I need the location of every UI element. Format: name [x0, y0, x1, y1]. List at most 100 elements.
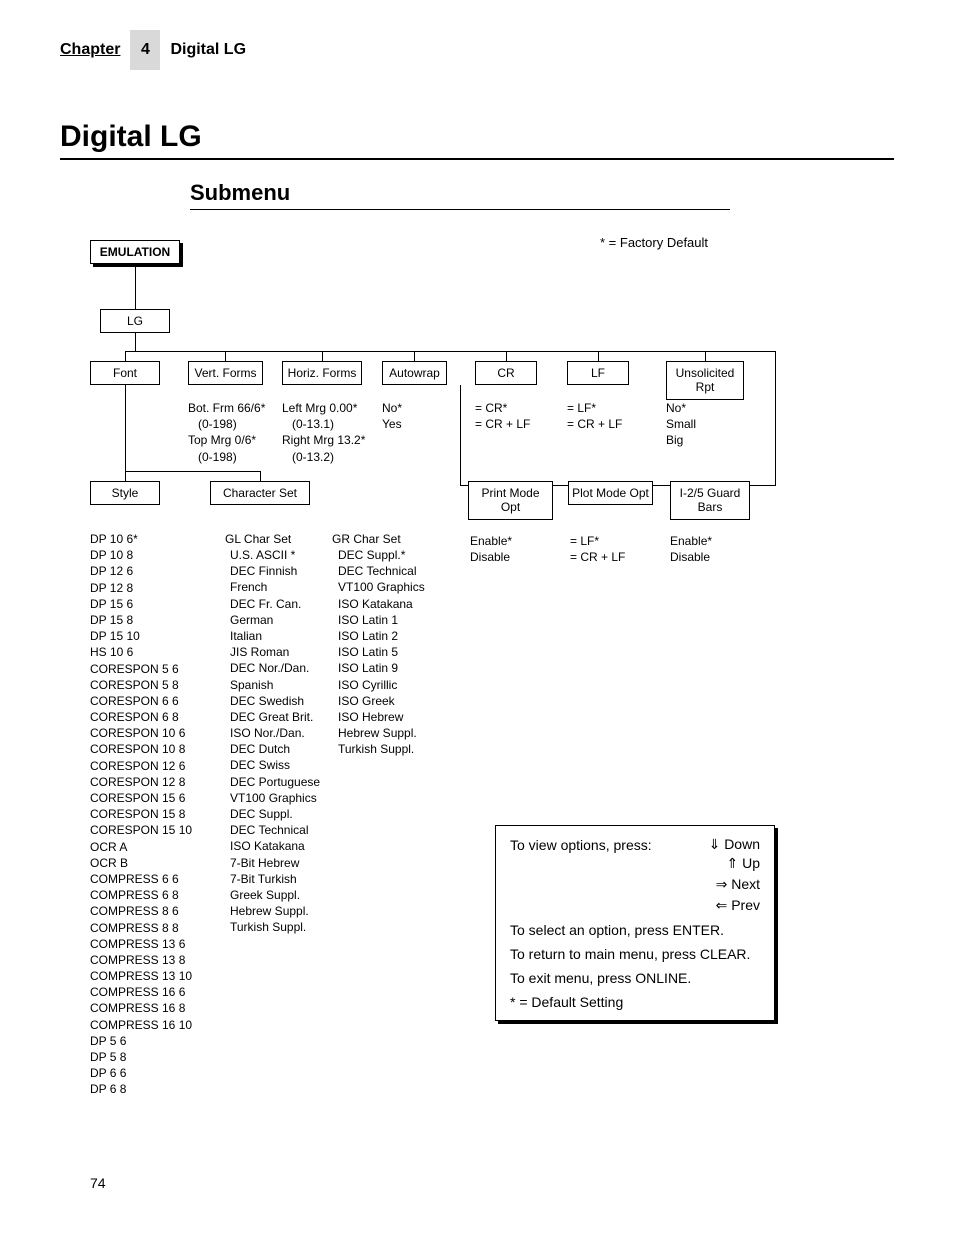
info-return: To return to main menu, press CLEAR. [510, 946, 760, 962]
gl-charset-list: U.S. ASCII *DEC FinnishFrenchDEC Fr. Can… [230, 547, 320, 936]
list-item: COMPRESS 13 8 [90, 952, 192, 968]
navigation-help-box: To view options, press: ⇓ Down ⇑ Up ⇒ Ne… [495, 825, 775, 1021]
list-item: CORESPON 15 8 [90, 806, 192, 822]
page-number: 74 [90, 1175, 106, 1191]
lf-opts: = LF* = CR + LF [567, 400, 622, 432]
list-item: OCR A [90, 839, 192, 855]
list-item: HS 10 6 [90, 644, 192, 660]
list-item: DP 12 8 [90, 580, 192, 596]
list-item: ISO Nor./Dan. [230, 725, 320, 741]
node-print-mode: Print Mode Opt [468, 481, 553, 520]
list-item: DP 6 8 [90, 1081, 192, 1097]
list-item: ISO Katakana [338, 596, 425, 612]
list-item: ISO Latin 2 [338, 628, 425, 644]
list-item: DEC Swedish [230, 693, 320, 709]
list-item: COMPRESS 16 8 [90, 1000, 192, 1016]
list-item: DP 6 6 [90, 1065, 192, 1081]
list-item: ISO Latin 9 [338, 660, 425, 676]
list-item: CORESPON 12 6 [90, 758, 192, 774]
list-item: DEC Suppl.* [338, 547, 425, 563]
print-mode-opts: Enable* Disable [470, 533, 512, 565]
list-item: CORESPON 5 6 [90, 661, 192, 677]
list-item: CORESPON 10 6 [90, 725, 192, 741]
list-item: Spanish [230, 677, 320, 693]
gr-charset-list: DEC Suppl.*DEC TechnicalVT100 GraphicsIS… [338, 547, 425, 757]
node-plot-mode: Plot Mode Opt [568, 481, 653, 505]
factory-default-note: * = Factory Default [600, 235, 708, 250]
node-charset: Character Set [210, 481, 310, 505]
guard-bars-opts: Enable* Disable [670, 533, 712, 565]
list-item: ISO Katakana [230, 838, 320, 854]
list-item: Hebrew Suppl. [338, 725, 425, 741]
style-list: DP 10 6*DP 10 8DP 12 6DP 12 8DP 15 6DP 1… [90, 531, 192, 1098]
list-item: DP 5 8 [90, 1049, 192, 1065]
list-item: ISO Greek [338, 693, 425, 709]
node-autowrap: Autowrap [382, 361, 447, 385]
chapter-number: 4 [130, 30, 160, 70]
list-item: COMPRESS 16 6 [90, 984, 192, 1000]
vert-forms-opts: Bot. Frm 66/6* (0-198) Top Mrg 0/6* (0-1… [188, 400, 265, 465]
list-item: U.S. ASCII * [230, 547, 320, 563]
list-item: Turkish Suppl. [338, 741, 425, 757]
list-item: ISO Cyrillic [338, 677, 425, 693]
info-exit: To exit menu, press ONLINE. [510, 970, 760, 986]
list-item: Hebrew Suppl. [230, 903, 320, 919]
list-item: German [230, 612, 320, 628]
list-item: Italian [230, 628, 320, 644]
list-item: COMPRESS 8 8 [90, 920, 192, 936]
list-item: DEC Nor./Dan. [230, 660, 320, 676]
list-item: OCR B [90, 855, 192, 871]
list-item: Greek Suppl. [230, 887, 320, 903]
list-item: DP 5 6 [90, 1033, 192, 1049]
sub-title: Submenu [190, 180, 730, 210]
list-item: ISO Latin 5 [338, 644, 425, 660]
list-item: DEC Finnish [230, 563, 320, 579]
node-horiz-forms: Horiz. Forms [282, 361, 362, 385]
page-header: Chapter 4 Digital LG [60, 30, 894, 70]
list-item: CORESPON 5 8 [90, 677, 192, 693]
node-vert-forms: Vert. Forms [188, 361, 263, 385]
list-item: DEC Great Brit. [230, 709, 320, 725]
node-cr: CR [475, 361, 537, 385]
node-font: Font [90, 361, 160, 385]
list-item: DEC Technical [338, 563, 425, 579]
list-item: 7-Bit Turkish [230, 871, 320, 887]
list-item: DP 15 8 [90, 612, 192, 628]
list-item: Turkish Suppl. [230, 919, 320, 935]
list-item: CORESPON 15 10 [90, 822, 192, 838]
menu-tree-diagram: * = Factory Default EMULATION LG Font Ve… [70, 235, 894, 1095]
unsolicited-opts: No* Small Big [666, 400, 696, 449]
list-item: COMPRESS 8 6 [90, 903, 192, 919]
list-item: VT100 Graphics [230, 790, 320, 806]
info-view-prefix: To view options, press: [510, 837, 652, 853]
list-item: CORESPON 10 8 [90, 741, 192, 757]
list-item: DP 15 10 [90, 628, 192, 644]
list-item: DP 12 6 [90, 563, 192, 579]
chapter-title: Digital LG [170, 41, 246, 59]
list-item: COMPRESS 13 6 [90, 936, 192, 952]
nav-up: ⇑ Up [510, 855, 760, 872]
info-default: * = Default Setting [510, 994, 760, 1010]
list-item: ISO Hebrew [338, 709, 425, 725]
list-item: DP 10 6* [90, 531, 192, 547]
main-title: Digital LG [60, 120, 894, 160]
node-lg: LG [100, 309, 170, 333]
list-item: CORESPON 12 8 [90, 774, 192, 790]
node-emulation: EMULATION [90, 240, 180, 264]
list-item: 7-Bit Hebrew [230, 855, 320, 871]
info-select: To select an option, press ENTER. [510, 922, 760, 938]
list-item: COMPRESS 6 6 [90, 871, 192, 887]
list-item: French [230, 579, 320, 595]
gl-charset-header: GL Char Set [225, 531, 291, 547]
horiz-forms-opts: Left Mrg 0.00* (0-13.1) Right Mrg 13.2* … [282, 400, 365, 465]
plot-mode-opts: = LF* = CR + LF [570, 533, 625, 565]
list-item: DEC Dutch [230, 741, 320, 757]
list-item: CORESPON 6 8 [90, 709, 192, 725]
list-item: CORESPON 15 6 [90, 790, 192, 806]
node-lf: LF [567, 361, 629, 385]
node-style: Style [90, 481, 160, 505]
nav-next: ⇒ Next [510, 876, 760, 893]
list-item: DP 15 6 [90, 596, 192, 612]
list-item: DEC Fr. Can. [230, 596, 320, 612]
list-item: DEC Swiss [230, 757, 320, 773]
